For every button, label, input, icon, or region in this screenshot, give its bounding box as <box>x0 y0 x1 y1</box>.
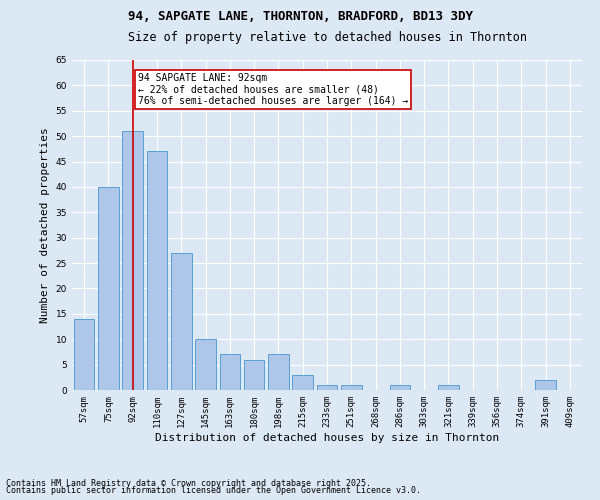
Bar <box>389 385 410 390</box>
Bar <box>195 339 216 390</box>
Bar <box>535 380 556 390</box>
Bar <box>122 131 143 390</box>
Bar <box>317 385 337 390</box>
Bar <box>268 354 289 390</box>
Bar <box>244 360 265 390</box>
X-axis label: Distribution of detached houses by size in Thornton: Distribution of detached houses by size … <box>155 432 499 442</box>
Y-axis label: Number of detached properties: Number of detached properties <box>40 127 50 323</box>
Title: Size of property relative to detached houses in Thornton: Size of property relative to detached ho… <box>128 30 527 44</box>
Bar <box>438 385 459 390</box>
Bar <box>292 375 313 390</box>
Bar <box>146 152 167 390</box>
Bar <box>171 253 191 390</box>
Text: Contains public sector information licensed under the Open Government Licence v3: Contains public sector information licen… <box>6 486 421 495</box>
Bar <box>341 385 362 390</box>
Text: 94 SAPGATE LANE: 92sqm
← 22% of detached houses are smaller (48)
76% of semi-det: 94 SAPGATE LANE: 92sqm ← 22% of detached… <box>137 72 408 106</box>
Bar <box>220 354 240 390</box>
Text: Contains HM Land Registry data © Crown copyright and database right 2025.: Contains HM Land Registry data © Crown c… <box>6 478 371 488</box>
Bar <box>74 319 94 390</box>
Text: 94, SAPGATE LANE, THORNTON, BRADFORD, BD13 3DY: 94, SAPGATE LANE, THORNTON, BRADFORD, BD… <box>128 10 473 23</box>
Bar <box>98 187 119 390</box>
